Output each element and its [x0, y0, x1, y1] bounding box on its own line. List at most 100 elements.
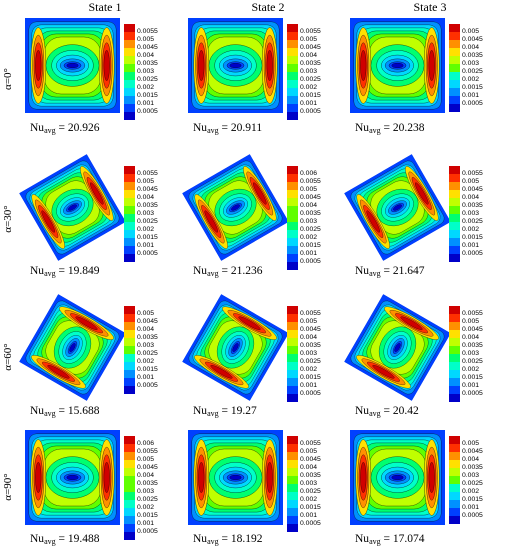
colorbar-swatch	[449, 306, 460, 314]
colorbar-tick-label: 0.0005	[462, 390, 483, 397]
colorbar-tick-label: 0.0015	[300, 374, 321, 381]
colorbar-tick-label: 0.002	[300, 84, 318, 91]
nu-prefix: Nu	[193, 405, 208, 417]
colorbar-tick-label: 0.0035	[462, 342, 483, 349]
colorbar-swatch	[287, 112, 298, 120]
colorbar-swatch	[449, 254, 460, 262]
colorbar-tick-label: 0.0055	[137, 448, 158, 455]
colorbar	[124, 306, 135, 394]
colorbar-tick-label: 0.005	[300, 448, 318, 455]
colorbar-swatch	[287, 508, 298, 516]
colorbar-tick-label: 0.0045	[300, 194, 321, 201]
colorbar-swatch	[287, 166, 298, 174]
colorbar-tick-label: 0.003	[462, 350, 480, 357]
colorbar-swatch	[449, 516, 460, 524]
colorbar-swatch	[124, 468, 135, 476]
colorbar-tick-label: 0.0005	[137, 528, 158, 535]
colorbar-tick-label: 0.0005	[300, 258, 321, 265]
colorbar-swatch	[124, 48, 135, 56]
colorbar-swatch	[287, 214, 298, 222]
colorbar-swatch	[124, 346, 135, 354]
colorbar-swatch	[449, 72, 460, 80]
colorbar-tick-label: 0.0005	[137, 382, 158, 389]
nu-separator: =	[380, 122, 393, 134]
colorbar-tick-labels: 0.005 0.0045 0.004 0.0035 0.003 0.0025 0.002 0.…	[462, 28, 483, 108]
colorbar-swatch	[287, 206, 298, 214]
colorbar-tick-label: 0.0025	[300, 358, 321, 365]
colorbar-swatch	[449, 460, 460, 468]
nu-prefix: Nu	[355, 405, 370, 417]
colorbar-swatch	[287, 174, 298, 182]
colorbar-tick-label: 0.001	[462, 242, 480, 249]
colorbar-swatch	[124, 452, 135, 460]
colorbar-swatch	[124, 354, 135, 362]
colorbar-swatch	[124, 174, 135, 182]
colorbar-tick-label: 0.002	[137, 504, 155, 511]
colorbar-tick-label: 0.003	[137, 342, 155, 349]
colorbar-tick-label: 0.0035	[462, 464, 483, 471]
colorbar-swatch	[287, 56, 298, 64]
colorbar	[287, 24, 298, 120]
colorbar-tick-label: 0.001	[137, 242, 155, 249]
colorbar-swatch	[449, 64, 460, 72]
nu-separator: =	[380, 533, 393, 545]
colorbar-tick-label: 0.004	[300, 52, 318, 59]
colorbar-swatch	[124, 436, 135, 444]
nu-separator: =	[218, 405, 231, 417]
colorbar-swatch	[124, 112, 135, 120]
nu-prefix: Nu	[193, 265, 208, 277]
nu-prefix: Nu	[30, 122, 45, 134]
colorbar-swatch	[124, 238, 135, 246]
colorbar-tick-label: 0.0015	[137, 512, 158, 519]
nu-subscript: avg	[369, 269, 381, 278]
colorbar-swatch	[449, 24, 460, 32]
colorbar-swatch	[449, 166, 460, 174]
nu-subscript: avg	[207, 269, 219, 278]
colorbar-tick-label: 0.004	[137, 326, 155, 333]
nu-value: 20.238	[392, 122, 425, 134]
colorbar-tick-label: 0.0045	[137, 44, 158, 51]
colorbar-swatch	[449, 362, 460, 370]
column-header-state-2: State 2	[251, 0, 285, 14]
colorbar-swatch	[287, 386, 298, 394]
colorbar	[449, 306, 460, 402]
colorbar-tick-label: 0.005	[137, 36, 155, 43]
colorbar-tick-label: 0.005	[300, 36, 318, 43]
contour-panel	[350, 18, 445, 113]
nu-separator: =	[218, 122, 231, 134]
colorbar-swatch	[124, 516, 135, 524]
nu-avg-label: Nuavg = 19.488	[30, 533, 100, 546]
colorbar-tick-label: 0.002	[300, 496, 318, 503]
colorbar-swatch	[124, 88, 135, 96]
column-header-state-1: State 1	[88, 0, 122, 14]
colorbar-tick-label: 0.005	[462, 28, 480, 35]
colorbar-swatch	[287, 378, 298, 386]
colorbar-swatch	[449, 354, 460, 362]
colorbar-swatch	[449, 314, 460, 322]
contour-panel	[19, 154, 126, 261]
colorbar-tick-label: 0.001	[462, 504, 480, 511]
colorbar-swatch	[287, 198, 298, 206]
colorbar	[449, 166, 460, 262]
colorbar-tick-label: 0.0035	[300, 60, 321, 67]
colorbar-tick-label: 0.0045	[462, 36, 483, 43]
colorbar-swatch	[287, 80, 298, 88]
colorbar-swatch	[287, 190, 298, 198]
colorbar-swatch	[124, 206, 135, 214]
colorbar-swatch	[124, 500, 135, 508]
colorbar-swatch	[124, 386, 135, 394]
colorbar-swatch	[124, 314, 135, 322]
colorbar-tick-label: 0.0035	[137, 480, 158, 487]
colorbar-tick-label: 0.0035	[462, 52, 483, 59]
colorbar-swatch	[124, 72, 135, 80]
contour-panel	[188, 18, 283, 113]
colorbar-tick-label: 0.0015	[462, 374, 483, 381]
colorbar-swatch	[287, 222, 298, 230]
colorbar-tick-label: 0.0045	[300, 456, 321, 463]
colorbar-tick-label: 0.0015	[300, 242, 321, 249]
nu-subscript: avg	[207, 537, 219, 546]
colorbar-tick-label: 0.0055	[462, 310, 483, 317]
colorbar-tick-label: 0.0055	[300, 310, 321, 317]
colorbar-tick-label: 0.004	[300, 334, 318, 341]
colorbar-swatch	[449, 386, 460, 394]
